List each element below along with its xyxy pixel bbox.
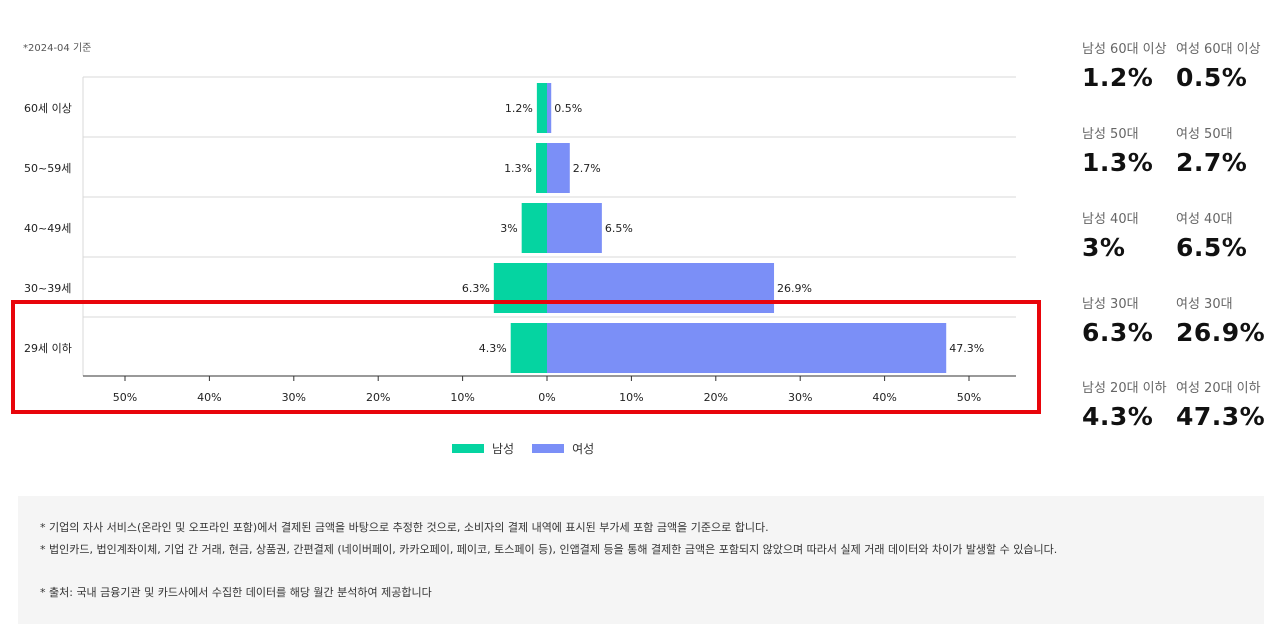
legend-item-male[interactable]: 남성 bbox=[452, 440, 514, 457]
bar-female bbox=[547, 203, 602, 253]
x-tick-label: 10% bbox=[619, 391, 643, 404]
notes-box: * 기업의 자사 서비스(온라인 및 오프라인 포함)에서 결제된 금액을 바탕… bbox=[18, 496, 1264, 624]
age-gender-chart: 60세 이상 1.2% 0.5% 50~59세 1.3% 2.7% 40~49세 3% 6.5%… bbox=[24, 76, 1016, 404]
stat-male-50s: 남성 50대 1.3% bbox=[1082, 123, 1178, 177]
x-tick-label: 30% bbox=[788, 391, 812, 404]
x-tick-label: 20% bbox=[704, 391, 728, 404]
data-label-female: 0.5% bbox=[554, 102, 582, 115]
bar-male bbox=[510, 323, 547, 373]
stat-female-40s: 여성 40대 6.5% bbox=[1176, 208, 1272, 262]
data-label-female: 26.9% bbox=[777, 282, 812, 295]
stat-value: 0.5% bbox=[1176, 63, 1248, 92]
stat-male-30s: 남성 30대 6.3% bbox=[1082, 293, 1178, 347]
bar-male bbox=[521, 203, 547, 253]
stat-male-20s-under: 남성 20대 이하 4.3% bbox=[1082, 377, 1178, 431]
x-tick-label: 20% bbox=[366, 391, 390, 404]
data-label-male: 4.3% bbox=[479, 342, 507, 355]
stat-value: 4.3% bbox=[1082, 402, 1154, 431]
stat-label: 여성 30대 bbox=[1176, 297, 1233, 312]
category-label: 60세 이상 bbox=[24, 102, 72, 115]
stat-value: 47.3% bbox=[1176, 402, 1266, 431]
stat-label: 남성 50대 bbox=[1082, 127, 1139, 142]
legend-swatch-male bbox=[452, 444, 484, 453]
data-label-male: 3% bbox=[500, 222, 517, 235]
bar-female bbox=[547, 263, 775, 313]
stat-female-20s-under: 여성 20대 이하 47.3% bbox=[1176, 377, 1272, 431]
x-tick-label: 10% bbox=[450, 391, 474, 404]
category-label: 40~49세 bbox=[24, 222, 71, 235]
stat-label: 남성 20대 이하 bbox=[1082, 381, 1167, 396]
stat-label: 남성 60대 이상 bbox=[1082, 42, 1167, 57]
stat-male-40s: 남성 40대 3% bbox=[1082, 208, 1178, 262]
bar-male bbox=[536, 143, 547, 193]
stat-female-60plus: 여성 60대 이상 0.5% bbox=[1176, 38, 1272, 92]
stat-value: 1.3% bbox=[1082, 148, 1154, 177]
x-tick-label: 50% bbox=[957, 391, 981, 404]
stat-label: 남성 30대 bbox=[1082, 297, 1139, 312]
highlight-box bbox=[11, 300, 1041, 414]
stat-value: 1.2% bbox=[1082, 63, 1154, 92]
bar-female bbox=[547, 323, 947, 373]
category-label: 30~39세 bbox=[24, 282, 71, 295]
legend-swatch-female bbox=[532, 444, 565, 453]
note-line: * 법인카드, 법인계좌이체, 기업 간 거래, 현금, 상품권, 간편결제 (… bbox=[40, 543, 1058, 556]
stat-label: 여성 60대 이상 bbox=[1176, 42, 1261, 57]
legend-item-female[interactable]: 여성 bbox=[532, 440, 594, 457]
bar-male bbox=[536, 83, 547, 133]
stat-value: 26.9% bbox=[1176, 318, 1266, 347]
stat-female-30s: 여성 30대 26.9% bbox=[1176, 293, 1272, 347]
data-label-female: 6.5% bbox=[605, 222, 633, 235]
x-tick-label: 0% bbox=[538, 391, 555, 404]
x-tick-label: 30% bbox=[282, 391, 306, 404]
stat-value: 6.3% bbox=[1082, 318, 1154, 347]
data-label-male: 6.3% bbox=[462, 282, 490, 295]
legend-label-male: 남성 bbox=[492, 442, 515, 456]
stat-value: 6.5% bbox=[1176, 233, 1248, 262]
legend-label-female: 여성 bbox=[572, 442, 595, 456]
x-tick-label: 50% bbox=[113, 391, 137, 404]
stat-value: 3% bbox=[1082, 233, 1126, 262]
bar-male bbox=[493, 263, 547, 313]
data-label-female: 47.3% bbox=[949, 342, 984, 355]
bar-female bbox=[547, 143, 570, 193]
stat-female-50s: 여성 50대 2.7% bbox=[1176, 123, 1272, 177]
note-line: * 기업의 자사 서비스(온라인 및 오프라인 포함)에서 결제된 금액을 바탕… bbox=[40, 521, 769, 534]
stat-label: 여성 50대 bbox=[1176, 127, 1233, 142]
note-line: * 출처: 국내 금융기관 및 카드사에서 수집한 데이터를 해당 월간 분석하… bbox=[40, 586, 432, 599]
stat-male-60plus: 남성 60대 이상 1.2% bbox=[1082, 38, 1178, 92]
stat-value: 2.7% bbox=[1176, 148, 1248, 177]
category-label: 29세 이하 bbox=[24, 341, 72, 355]
x-tick-label: 40% bbox=[197, 391, 221, 404]
data-label-male: 1.2% bbox=[505, 102, 533, 115]
bar-female bbox=[547, 83, 552, 133]
chart-legend: 남성 여성 bbox=[452, 440, 612, 457]
category-label: 50~59세 bbox=[24, 162, 71, 175]
stat-label: 여성 20대 이하 bbox=[1176, 381, 1261, 396]
as-of-date: *2024-04 기준 bbox=[23, 43, 92, 54]
stat-label: 남성 40대 bbox=[1082, 212, 1139, 227]
data-label-male: 1.3% bbox=[504, 162, 532, 175]
data-label-female: 2.7% bbox=[573, 162, 601, 175]
stat-label: 여성 40대 bbox=[1176, 212, 1233, 227]
x-tick-label: 40% bbox=[872, 391, 896, 404]
